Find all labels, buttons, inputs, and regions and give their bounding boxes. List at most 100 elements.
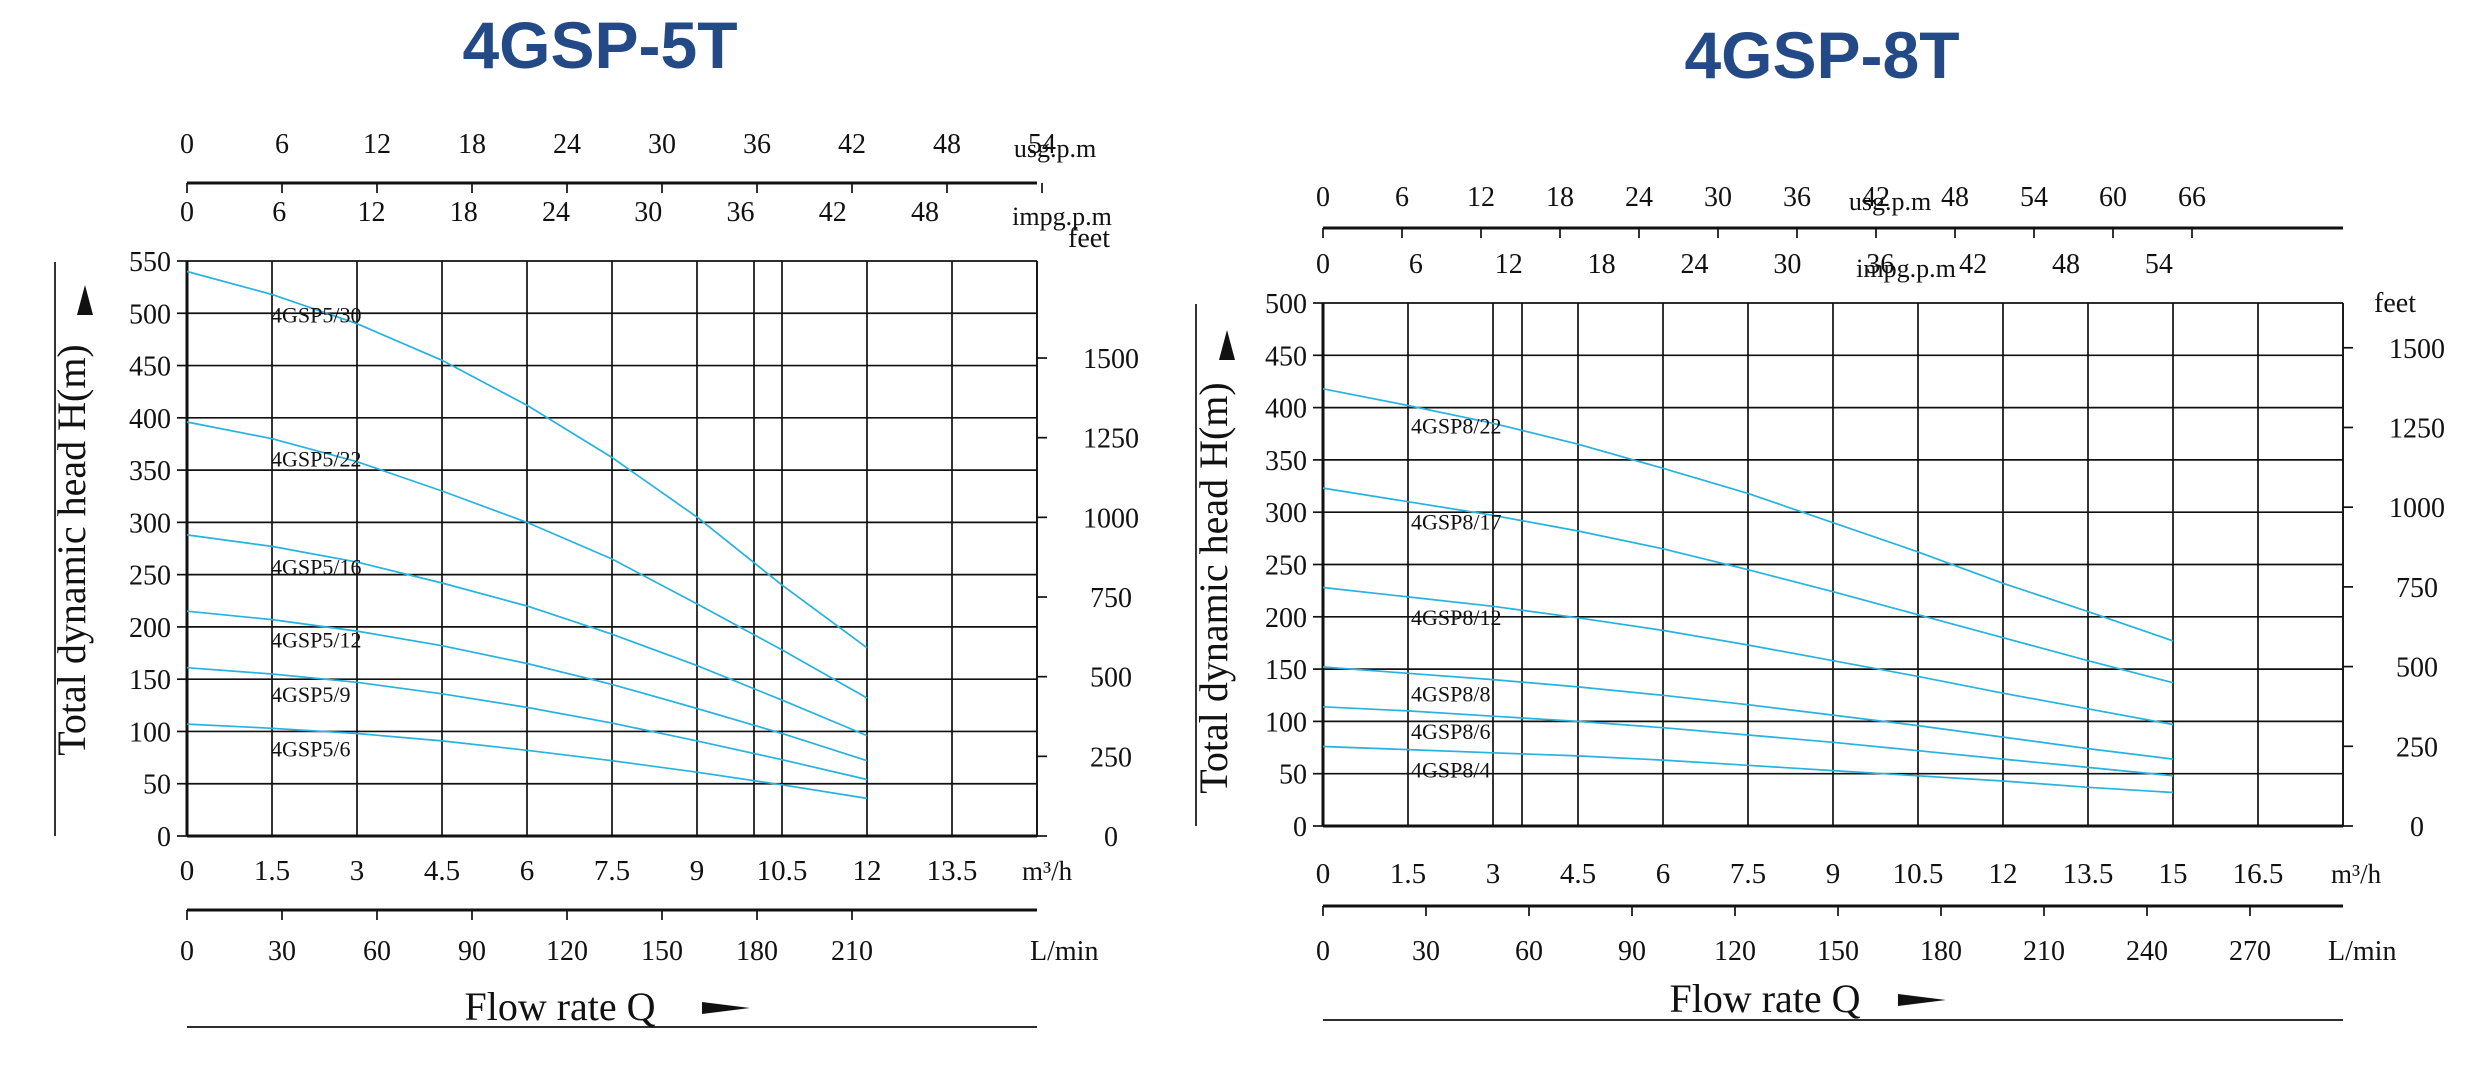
series-curve xyxy=(1322,705,2174,777)
x-tick-label: 4.5 xyxy=(1560,858,1596,890)
series-label: 4GSP5/22 xyxy=(271,447,361,472)
y-tick-label: 50 xyxy=(143,770,171,801)
x-unit-label: m³/h xyxy=(2331,859,2382,889)
usgpm-tick-label: 48 xyxy=(933,129,961,160)
y-tick-label: 400 xyxy=(1265,394,1307,425)
impgpm-tick-label: 54 xyxy=(2145,249,2173,280)
impgpm-tick-label: 6 xyxy=(272,197,286,228)
lmin-axis-label: L/min xyxy=(2328,936,2396,967)
series-curve xyxy=(186,270,868,649)
y-tick-label: 350 xyxy=(129,456,171,487)
series-curve xyxy=(1322,387,2174,642)
usgpm-tick-label: 42 xyxy=(1862,182,1890,213)
impgpm-tick-label: 36 xyxy=(1866,249,1894,280)
y-tick-label: 100 xyxy=(1265,707,1307,738)
usgpm-tick-label: 42 xyxy=(838,129,866,160)
x-axis-title: Flow rate Q xyxy=(464,984,655,1029)
feet-tick-label: 250 xyxy=(1090,742,1132,773)
usgpm-tick-label: 0 xyxy=(1316,182,1330,213)
y-tick-label: 100 xyxy=(129,717,171,748)
x-tick-label: 6 xyxy=(520,855,535,887)
x-tick-label: 7.5 xyxy=(594,855,630,887)
x-tick-label: 4.5 xyxy=(424,855,460,887)
x-tick-label: 12 xyxy=(853,855,882,887)
series-curve xyxy=(186,421,868,699)
feet-tick-label: 750 xyxy=(2396,573,2438,604)
chart-4gsp-5t: 0501001502002503003504004505005500250500… xyxy=(49,129,1139,1029)
series-label: 4GSP5/9 xyxy=(271,682,350,707)
y-tick-label: 150 xyxy=(129,665,171,696)
lmin-tick-label: 180 xyxy=(1920,936,1962,967)
lmin-tick-label: 60 xyxy=(363,936,391,967)
chart-4gsp-8t: 0501001502002503003504004505000250500750… xyxy=(1191,182,2445,1021)
usgpm-tick-label: 0 xyxy=(180,129,194,160)
lmin-tick-label: 90 xyxy=(1618,936,1646,967)
feet-axis-label: feet xyxy=(1068,223,1110,254)
series-curve xyxy=(1322,745,2174,794)
x-tick-label: 16.5 xyxy=(2233,858,2284,890)
usgpm-tick-label: 30 xyxy=(648,129,676,160)
y-tick-label: 450 xyxy=(1265,341,1307,372)
series-curve xyxy=(186,666,868,781)
usgpm-tick-label: 6 xyxy=(275,129,289,160)
y-tick-label: 450 xyxy=(129,352,171,383)
x-axis-title: Flow rate Q xyxy=(1669,976,1860,1021)
lmin-tick-label: 210 xyxy=(831,936,873,967)
lmin-tick-label: 0 xyxy=(1316,936,1330,967)
arrow-right-icon xyxy=(702,1002,750,1014)
impgpm-axis-label: impg.p.m xyxy=(1012,202,1112,231)
x-tick-label: 10.5 xyxy=(1893,858,1944,890)
arrow-right-icon xyxy=(1898,994,1946,1006)
arrow-up-icon xyxy=(77,285,93,315)
x-tick-label: 12 xyxy=(1989,858,2018,890)
lmin-tick-label: 90 xyxy=(458,936,486,967)
y-tick-label: 550 xyxy=(129,247,171,278)
lmin-tick-label: 30 xyxy=(1412,936,1440,967)
series-curve xyxy=(1322,666,2174,760)
x-tick-label: 1.5 xyxy=(1390,858,1426,890)
x-tick-label: 13.5 xyxy=(2063,858,2114,890)
impgpm-tick-label: 24 xyxy=(1681,249,1709,280)
usgpm-tick-label: 6 xyxy=(1395,182,1409,213)
usgpm-tick-label: 12 xyxy=(1467,182,1495,213)
lmin-axis-label: L/min xyxy=(1030,936,1098,967)
x-tick-label: 3 xyxy=(1486,858,1501,890)
series-curve xyxy=(1322,586,2174,726)
chart-title-8t: 4GSP-8T xyxy=(1684,18,1959,92)
feet-tick-label: 500 xyxy=(1090,663,1132,694)
impgpm-tick-label: 36 xyxy=(727,197,755,228)
x-tick-label: 10.5 xyxy=(757,855,808,887)
usgpm-axis-label: usg.p.m xyxy=(1849,187,1931,216)
y-tick-label: 400 xyxy=(129,404,171,435)
y-tick-label: 300 xyxy=(1265,498,1307,529)
lmin-tick-label: 150 xyxy=(1817,936,1859,967)
usgpm-tick-label: 66 xyxy=(2178,182,2206,213)
series-label: 4GSP5/6 xyxy=(271,736,350,761)
usgpm-tick-label: 48 xyxy=(1941,182,1969,213)
series-curve xyxy=(186,534,868,737)
feet-tick-label: 1250 xyxy=(2389,413,2445,444)
y-tick-label: 200 xyxy=(1265,603,1307,634)
x-tick-label: 6 xyxy=(1656,858,1671,890)
lmin-tick-label: 240 xyxy=(2126,936,2168,967)
impgpm-tick-label: 6 xyxy=(1409,249,1423,280)
feet-tick-label: 500 xyxy=(2396,653,2438,684)
impgpm-tick-label: 18 xyxy=(1588,249,1616,280)
impgpm-tick-label: 42 xyxy=(1959,249,1987,280)
impgpm-tick-label: 12 xyxy=(358,197,386,228)
lmin-tick-label: 150 xyxy=(641,936,683,967)
feet-tick-label: 1500 xyxy=(2389,334,2445,365)
impgpm-tick-label: 30 xyxy=(1773,249,1801,280)
impgpm-tick-label: 0 xyxy=(1316,249,1330,280)
y-axis-title: Total dynamic head H(m) xyxy=(49,344,94,756)
y-tick-label: 250 xyxy=(1265,551,1307,582)
usgpm-tick-label: 24 xyxy=(1625,182,1653,213)
x-unit-label: m³/h xyxy=(1022,856,1073,886)
lmin-tick-label: 120 xyxy=(546,936,588,967)
usgpm-tick-label: 24 xyxy=(553,129,581,160)
usgpm-tick-label: 30 xyxy=(1704,182,1732,213)
impgpm-axis-label: impg.p.m xyxy=(1856,254,1956,283)
feet-tick-label: 1250 xyxy=(1083,424,1139,455)
feet-tick-label: 0 xyxy=(2410,812,2424,843)
